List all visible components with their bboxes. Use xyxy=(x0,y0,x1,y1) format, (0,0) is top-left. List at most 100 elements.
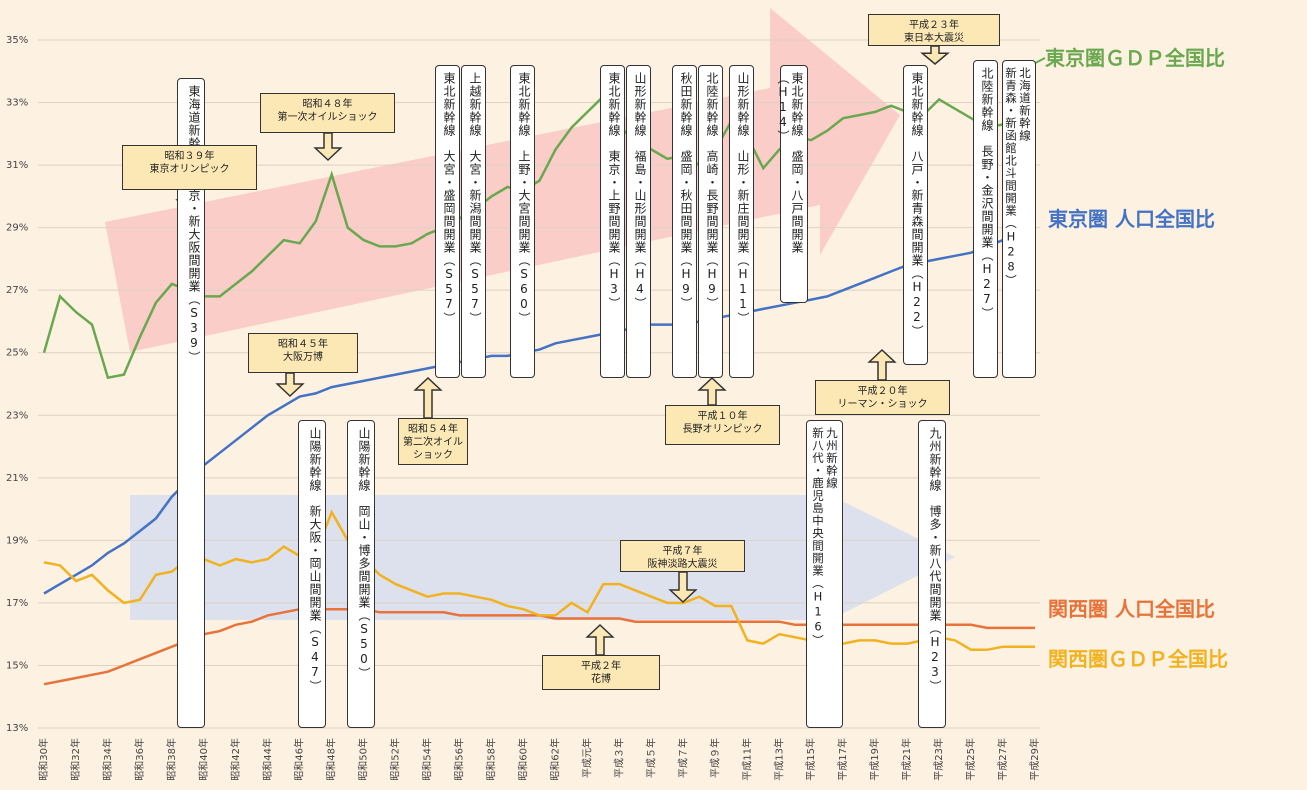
x-tick-label: 昭和56年 xyxy=(453,738,466,781)
x-tick-label: 昭和62年 xyxy=(548,738,561,781)
event-text: 花博 xyxy=(591,674,611,685)
opening-box: 秋田新幹線 盛岡・秋田間開業（H9） xyxy=(672,65,697,378)
event-box: 平成２０年 リーマン・ショック xyxy=(815,380,950,415)
x-tick-label: 平成５年 xyxy=(644,738,657,778)
x-tick-label: 昭和32年 xyxy=(69,738,82,781)
opening-box: 東北新幹線 盛岡・八戸間開業（H14） xyxy=(776,65,808,303)
opening-text: 九州新幹線 博多・新八代間開業（H23） xyxy=(928,427,942,693)
event-text: 平成２０年 xyxy=(857,386,908,397)
opening-text: 山形新幹線 山形・新庄間開業（H11） xyxy=(736,72,750,325)
opening-box: 山陽新幹線 岡山・博多間開業（S50） xyxy=(347,420,375,728)
event-text: 大阪万博 xyxy=(283,352,323,363)
opening-text: 新八代・鹿児島中央間開業（H16） xyxy=(811,427,825,647)
x-tick-label: 昭和46年 xyxy=(293,738,306,781)
x-tick-label: 昭和58年 xyxy=(485,738,498,781)
opening-box: 山形新幹線 山形・新庄間開業（H11） xyxy=(729,65,754,378)
x-tick-label: 平成11年 xyxy=(740,738,753,781)
y-tick-label: 25% xyxy=(6,348,28,359)
opening-box: 九州新幹線 博多・新八代間開業（H23） xyxy=(918,420,946,728)
x-tick-label: 平成23年 xyxy=(932,738,945,781)
opening-text: 九州新幹線 xyxy=(825,427,839,490)
series-label: 関西圏ＧＤＰ全国比 xyxy=(1048,647,1228,671)
x-tick-label: 昭和36年 xyxy=(133,738,146,781)
opening-box: 東北新幹線 東京・上野間開業（H3） xyxy=(600,65,625,378)
opening-text: 上越新幹線 大宮・新潟間開業（S57） xyxy=(468,72,482,325)
opening-box: 九州新幹線 新八代・鹿児島中央間開業（H16） xyxy=(806,420,843,728)
event-text: 長野オリンピック xyxy=(682,424,763,435)
event-text: 第一次オイルショック xyxy=(277,112,378,123)
x-tick-label: 昭和44年 xyxy=(261,738,274,781)
x-tick-label: 昭和40年 xyxy=(197,738,210,781)
opening-box: 北陸新幹線 高崎・長野間開業（H9） xyxy=(698,65,723,378)
opening-box: 上越新幹線 大宮・新潟間開業（S57） xyxy=(461,65,486,378)
event-text: 平成２年 xyxy=(581,661,621,672)
y-tick-label: 17% xyxy=(6,598,28,609)
x-tick-label: 昭和54年 xyxy=(421,738,434,781)
x-tick-label: 平成15年 xyxy=(804,738,817,781)
decline-arrow xyxy=(130,495,955,620)
y-tick-label: 27% xyxy=(6,285,28,296)
x-tick-label: 平成29年 xyxy=(1028,738,1041,781)
x-tick-label: 平成21年 xyxy=(900,738,913,781)
x-tick-label: 昭和52年 xyxy=(389,738,402,781)
opening-box: 北陸新幹線 長野・金沢間開業（H27） xyxy=(973,60,998,378)
event-box: 昭和３９年 東京オリンピック xyxy=(122,145,257,190)
x-tick-label: 平成25年 xyxy=(964,738,977,781)
event-text: 平成１０年 xyxy=(697,411,748,422)
x-tick-label: 昭和38年 xyxy=(165,738,178,781)
y-tick-label: 19% xyxy=(6,535,28,546)
event-text: 平成２３年 xyxy=(909,20,959,31)
event-box: 昭和５４年 第二次オイルショック xyxy=(398,418,468,465)
opening-text: 北海道新幹線 xyxy=(1018,67,1032,142)
opening-text: 山陽新幹線 新大阪・岡山間開業（S47） xyxy=(308,427,322,693)
growth-arrow xyxy=(105,8,900,352)
x-tick-label: 平成３年 xyxy=(612,738,625,778)
x-tick-label: 昭和42年 xyxy=(229,738,242,781)
opening-text: 東北新幹線 東京・上野間開業（H3） xyxy=(607,72,621,310)
opening-box: 山形新幹線 福島・山形間開業（H4） xyxy=(626,65,651,378)
event-box: 平成７年 阪神淡路大震災 xyxy=(620,540,745,572)
callout-arrow xyxy=(867,348,897,381)
y-tick-label: 13% xyxy=(6,723,28,734)
y-tick-label: 21% xyxy=(6,473,28,484)
callout-arrow xyxy=(413,376,443,419)
event-text: 東日本大震災 xyxy=(904,33,964,44)
x-tick-label: 平成19年 xyxy=(868,738,881,781)
series-line xyxy=(42,94,1036,380)
x-tick-label: 昭和50年 xyxy=(357,738,370,781)
series-line xyxy=(43,509,1035,652)
opening-text: 山陽新幹線 岡山・博多間開業（S50） xyxy=(357,427,371,680)
opening-text: 秋田新幹線 盛岡・秋田間開業（H9） xyxy=(679,72,693,310)
x-tick-label: 平成元年 xyxy=(580,738,593,778)
event-text: 昭和４８年 xyxy=(302,99,353,110)
opening-box: 東北新幹線 八戸・新青森間開業（H22） xyxy=(903,65,928,365)
x-tick-label: 平成17年 xyxy=(836,738,849,781)
series-label: 東京圏 人口全国比 xyxy=(1048,207,1215,231)
callout-arrow xyxy=(920,45,950,65)
x-tick-label: 平成７年 xyxy=(676,738,689,778)
event-text: 第二次オイルショック xyxy=(403,437,463,461)
y-tick-label: 31% xyxy=(6,160,28,171)
event-box: 平成２年花博 xyxy=(542,655,660,690)
y-tick-label: 15% xyxy=(6,660,28,671)
event-box: 昭和４５年 大阪万博 xyxy=(248,333,358,373)
opening-text: 北陸新幹線 高崎・長野間開業（H9） xyxy=(705,72,719,310)
opening-text: 新青森・新函館北斗間開業（H28） xyxy=(1004,67,1018,287)
callout-arrow xyxy=(585,623,615,656)
x-tick-label: 平成13年 xyxy=(772,738,785,781)
x-tick-label: 昭和48年 xyxy=(325,738,338,781)
opening-box: 山陽新幹線 新大阪・岡山間開業（S47） xyxy=(298,420,326,728)
y-tick-label: 29% xyxy=(6,223,28,234)
callout-arrow xyxy=(668,571,698,604)
series-line xyxy=(43,229,1036,595)
event-text: 昭和３９年 xyxy=(164,151,215,162)
x-tick-label: 昭和30年 xyxy=(37,738,50,781)
opening-box: 東北新幹線 大宮・盛岡間開業（S57） xyxy=(435,65,460,378)
event-box: 昭和４８年第一次オイルショック xyxy=(260,93,395,133)
x-tick-label: 昭和34年 xyxy=(101,738,114,781)
opening-text: 山形新幹線 福島・山形間開業（H4） xyxy=(633,72,647,310)
x-tick-label: 昭和60年 xyxy=(517,738,530,781)
y-tick-label: 33% xyxy=(6,98,28,109)
